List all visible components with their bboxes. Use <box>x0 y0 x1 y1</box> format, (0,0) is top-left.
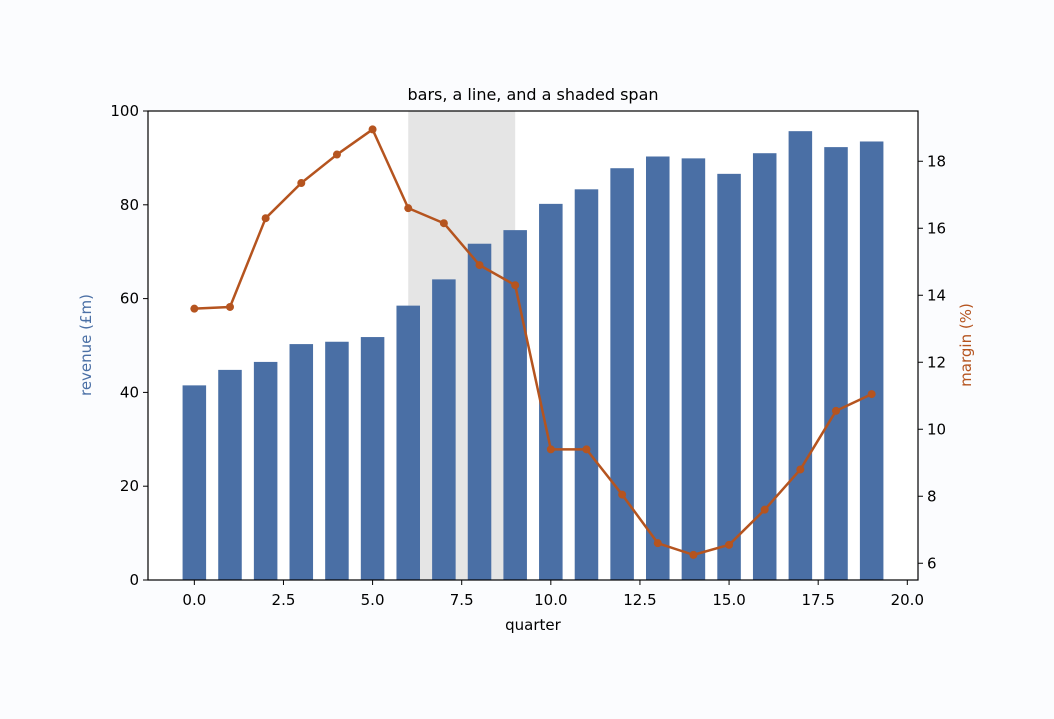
y2-tick-label-2: 10 <box>927 420 946 438</box>
bar-7 <box>432 279 456 580</box>
margin-point-3 <box>297 179 306 188</box>
margin-point-8 <box>475 261 484 270</box>
x-axis-label: quarter <box>505 616 561 634</box>
bar-8 <box>467 243 492 581</box>
margin-point-6 <box>404 204 413 213</box>
y-tick-label-1: 20 <box>120 477 139 495</box>
y2-axis-label: margin (%) <box>957 303 975 387</box>
line-layer <box>190 125 876 559</box>
bar-14 <box>681 158 706 580</box>
margin-point-16 <box>760 505 769 514</box>
y2-tick-label-1: 8 <box>927 487 937 505</box>
margin-point-17 <box>796 465 805 474</box>
bar-17 <box>788 131 813 581</box>
x-tick-label-4: 10.0 <box>534 591 567 609</box>
margin-point-18 <box>832 406 841 415</box>
margin-point-10 <box>546 445 555 454</box>
margin-point-14 <box>689 550 698 559</box>
y2-tick-label-3: 12 <box>927 353 946 371</box>
y-tick-label-4: 80 <box>120 196 139 214</box>
y2-tick-label-0: 6 <box>927 554 937 572</box>
margin-point-13 <box>653 539 662 548</box>
margin-point-15 <box>725 540 734 549</box>
margin-point-19 <box>867 390 876 399</box>
margin-point-5 <box>368 125 377 134</box>
bar-18 <box>824 147 848 580</box>
bar-10 <box>539 203 563 580</box>
x-tick-label-8: 20.0 <box>891 591 924 609</box>
y2-tick-label-5: 16 <box>927 219 946 237</box>
x-tick-label-2: 5.0 <box>361 591 385 609</box>
bar-3 <box>289 344 314 580</box>
margin-point-2 <box>261 214 270 223</box>
bar-6 <box>396 305 420 580</box>
x-tick-label-1: 2.5 <box>272 591 296 609</box>
bar-5 <box>360 337 385 580</box>
margin-point-7 <box>439 219 448 228</box>
margin-point-12 <box>618 490 627 499</box>
margin-line <box>194 128 873 557</box>
y-tick-label-3: 60 <box>120 290 139 308</box>
y-tick-label-0: 0 <box>129 571 139 589</box>
bar-13 <box>646 156 670 581</box>
y-axis-label: revenue (£m) <box>77 294 95 396</box>
margin-point-1 <box>225 302 234 311</box>
x-tick-label-0: 0.0 <box>182 591 206 609</box>
bar-layer <box>182 131 884 581</box>
chart-title: bars, a line, and a shaded span <box>407 85 658 104</box>
bar-1 <box>218 369 242 580</box>
margin-point-4 <box>332 150 341 159</box>
x-tick-label-3: 7.5 <box>450 591 474 609</box>
y2-tick-label-4: 14 <box>927 286 946 304</box>
bar-0 <box>182 385 207 580</box>
axis-layer: 0.0 2.5 5.0 7.5 10.0 12.5 15.0 17.5 20.0 0 20 40 60 8… <box>110 102 946 609</box>
bar-12 <box>610 168 634 580</box>
bar-16 <box>752 153 777 580</box>
margin-point-11 <box>582 445 591 454</box>
bar-15 <box>717 173 741 580</box>
bar-2 <box>253 361 278 580</box>
x-tick-label-7: 17.5 <box>801 591 834 609</box>
bar-4 <box>325 341 349 580</box>
y-tick-label-5: 100 <box>110 102 139 120</box>
x-tick-label-6: 15.0 <box>712 591 745 609</box>
bar-11 <box>574 189 599 580</box>
y2-tick-label-6: 18 <box>927 152 946 170</box>
plot-frame <box>147 110 919 581</box>
shaded-span-layer <box>408 111 516 580</box>
bar-19 <box>859 141 884 581</box>
y-tick-label-2: 40 <box>120 383 139 401</box>
shaded-span <box>408 111 516 580</box>
margin-point-0 <box>190 304 199 313</box>
x-tick-label-5: 12.5 <box>623 591 656 609</box>
margin-point-9 <box>511 281 520 290</box>
